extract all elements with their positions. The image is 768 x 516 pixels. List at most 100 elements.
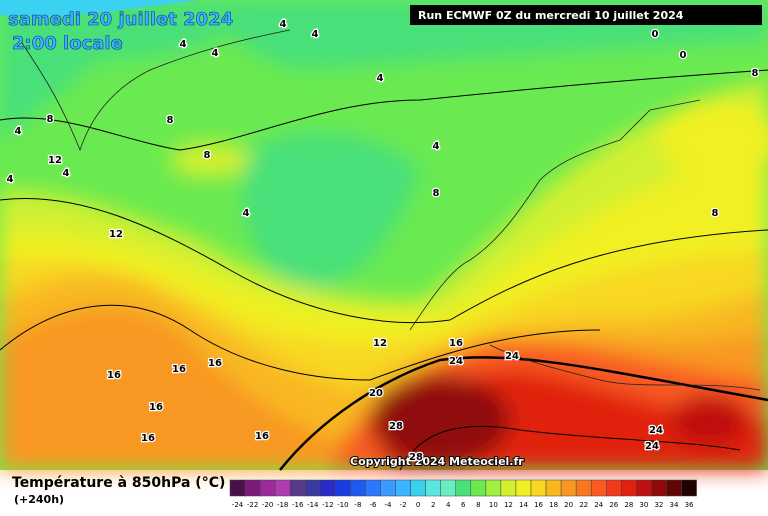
contour-label: 16	[149, 402, 163, 413]
scale-label: 32	[654, 501, 663, 509]
scale-label: 8	[476, 501, 480, 509]
scale-label: -24	[232, 501, 244, 509]
contour-label: 8	[433, 188, 440, 199]
scale-label: 2	[431, 501, 435, 509]
scale-swatch	[440, 479, 457, 497]
contour-label: 0	[680, 50, 687, 61]
scale-label: -22	[247, 501, 258, 509]
forecast-time: 2:00 locale	[12, 33, 123, 54]
color-scale: -24 -22 -20 -18 -16 -14 -12 -10 -8 -6 -4 -2 0 2 4 6 8 10 1…	[229, 479, 697, 509]
scale-label: 34	[670, 501, 679, 509]
scale-label: 10	[489, 501, 498, 509]
lead-time: (+240h)	[14, 493, 64, 506]
scale-label: -2	[400, 501, 407, 509]
scale-label: 16	[534, 501, 543, 509]
scale-label: -20	[262, 501, 273, 509]
contour-label: 8	[752, 68, 759, 79]
contour-label: 20	[369, 388, 383, 399]
scale-swatch	[274, 479, 291, 497]
copyright: Copyright 2024 Meteociel.fr	[350, 455, 524, 468]
contour-label: 8	[204, 150, 211, 161]
contour-label: 4	[15, 126, 22, 137]
scale-swatch	[229, 479, 246, 497]
contour-label: 4	[280, 19, 287, 30]
scale-swatch	[621, 479, 637, 497]
contour-label: 24	[505, 351, 519, 362]
contour-label: 12	[109, 229, 123, 240]
contour-label: 16	[208, 358, 222, 369]
scale-label: -6	[369, 501, 377, 509]
legend-title: Température à 850hPa (°C)	[12, 475, 225, 491]
scale-swatch	[636, 479, 652, 497]
contour-label: 12	[373, 338, 387, 349]
contour-label: 8	[712, 208, 719, 219]
run-info: Run ECMWF 0Z du mercredi 10 juillet 2024	[418, 9, 684, 22]
scale-swatch	[485, 479, 502, 497]
scale-swatch	[606, 479, 622, 497]
contour-label: 28	[389, 421, 403, 432]
scale-swatch	[681, 479, 697, 497]
contour-label: 4	[433, 141, 440, 152]
forecast-date: samedi 20 juillet 2024	[8, 9, 233, 30]
map-field	[0, 0, 768, 471]
contour-label: 0	[652, 29, 659, 40]
scale-label: 36	[685, 501, 694, 509]
scale-label: -16	[292, 501, 304, 509]
scale-label: 18	[549, 501, 558, 509]
scale-swatch	[515, 479, 532, 497]
scale-label: 26	[609, 501, 618, 509]
scale-label: 14	[519, 501, 528, 509]
scale-swatch	[470, 479, 487, 497]
contour-label: 4	[377, 73, 384, 84]
contour-label: 8	[167, 115, 174, 126]
scale-swatch	[350, 479, 366, 497]
scale-swatch	[320, 479, 336, 497]
run-banner	[410, 5, 762, 25]
scale-label: 30	[639, 501, 648, 509]
scale-swatch	[500, 479, 517, 497]
contour-label: 4	[312, 29, 319, 40]
scale-swatch	[259, 479, 276, 497]
scale-swatch	[365, 479, 381, 497]
scale-swatch	[395, 479, 411, 497]
scale-swatch	[455, 479, 472, 497]
contour-label: 12	[48, 155, 62, 166]
scale-swatch	[590, 479, 607, 497]
scale-label: -8	[354, 501, 361, 509]
contour-label: 4	[63, 168, 70, 179]
contour-label: 28	[409, 452, 423, 463]
scale-label: 22	[579, 501, 588, 509]
contour-label: 4	[7, 174, 14, 185]
scale-label: 0	[416, 501, 420, 509]
scale-label: 6	[461, 501, 466, 509]
scale-swatch	[380, 479, 396, 497]
scale-swatch	[560, 479, 577, 497]
contour-label: 24	[649, 425, 663, 436]
scale-swatch	[410, 479, 426, 497]
contour-label: 16	[141, 433, 155, 444]
scale-label: 24	[594, 501, 603, 509]
scale-label: 12	[504, 501, 513, 509]
scale-swatch	[425, 479, 441, 497]
scale-label: 20	[564, 501, 573, 509]
contour-label: 16	[449, 338, 463, 349]
scale-swatch	[575, 479, 592, 497]
contour-label: 4	[212, 48, 219, 59]
scale-label: -12	[322, 501, 333, 509]
scale-label: -14	[307, 501, 319, 509]
scale-label: -18	[277, 501, 288, 509]
contour-label: 4	[180, 39, 187, 50]
scale-swatch	[305, 479, 321, 497]
contour-label: 8	[47, 114, 54, 125]
scale-label: 28	[624, 501, 633, 509]
scale-swatch	[530, 479, 547, 497]
scale-label: -4	[385, 501, 393, 509]
scale-swatch	[244, 479, 261, 497]
contour-label: 16	[255, 431, 269, 442]
scale-swatch	[651, 479, 667, 497]
scale-swatch	[289, 479, 306, 497]
contour-labels: 4 4 4 4 4 4 4 4 4 4 8 8 8 8 8 8 12 12 12 16 16 16 16 16 16 16 20 24…	[5, 18, 760, 465]
contour-label: 24	[449, 356, 463, 367]
contour-label: 24	[645, 441, 659, 452]
